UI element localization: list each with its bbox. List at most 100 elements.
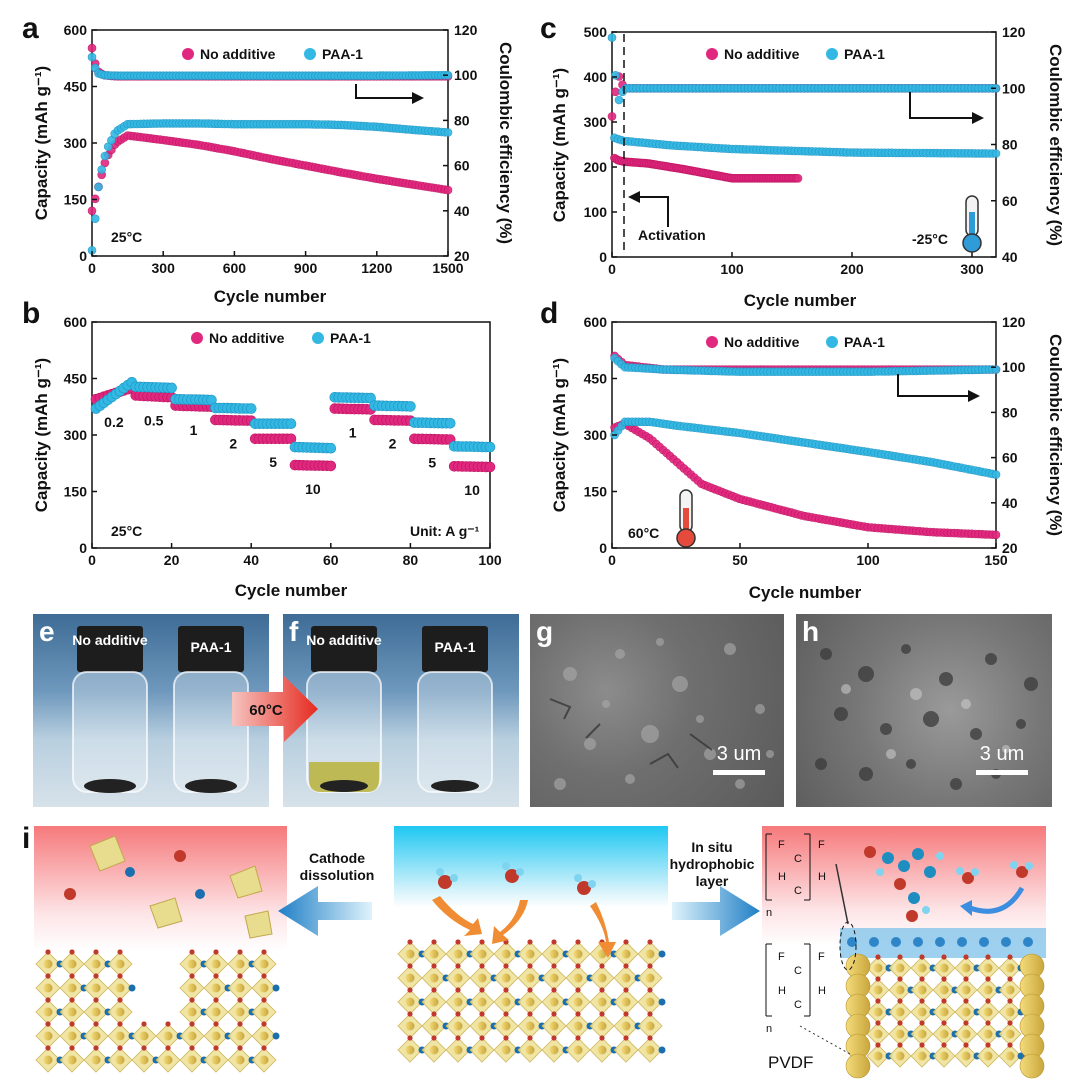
data-point <box>405 401 416 412</box>
x-tick-label: 100 <box>856 552 880 568</box>
metal-atom <box>621 1021 631 1031</box>
x-tick-label: 0 <box>88 552 96 568</box>
metal-atom <box>211 1007 221 1017</box>
vial-no-additive <box>72 626 148 793</box>
oxygen-atom <box>69 949 75 955</box>
y-tick-label: 0 <box>599 249 607 265</box>
data-point <box>991 530 1001 540</box>
thermometer-hot-icon <box>676 489 696 548</box>
metal-atom <box>235 1007 245 1017</box>
oxygen-atom <box>479 963 485 969</box>
x-axis-label-a: Cycle number <box>214 287 327 306</box>
ticks-b: 0 20 40 60 80 100 0 150 300 450 600 <box>64 314 502 568</box>
legend-label-no-additive: No additive <box>724 334 800 350</box>
oxygen-atom <box>237 997 243 1003</box>
data-point <box>607 112 617 121</box>
chain-atom: C <box>794 965 802 977</box>
metal-atom <box>453 997 463 1007</box>
layer-particle <box>979 937 989 947</box>
oxygen-atom <box>575 987 581 993</box>
x-tick-label: 0 <box>88 260 96 276</box>
metal-atom <box>163 1031 173 1041</box>
oxygen-atom <box>455 963 461 969</box>
plot-frame-a <box>91 29 449 257</box>
metal-atom <box>573 1021 583 1031</box>
binder-columns <box>845 953 1045 1079</box>
repel-arrow-icon <box>969 886 1025 914</box>
y2-tick-label: 60 <box>1002 450 1018 466</box>
y-tick-label: 600 <box>64 22 88 38</box>
data-point <box>100 151 110 161</box>
legend-label-no-additive: No additive <box>209 330 285 346</box>
oxygen-atom <box>407 1035 413 1041</box>
metal-atom <box>621 1045 631 1055</box>
metal-atom <box>621 973 631 983</box>
chain-atom: C <box>794 853 802 865</box>
ticks-a: 0 300 600 900 1200 1500 0 150 300 450 600 20 40 60 80 1… <box>64 22 478 276</box>
metal-atom <box>211 1031 221 1041</box>
legend-marker-paa1 <box>312 332 324 344</box>
metal-atom <box>983 1029 993 1039</box>
oxygen-atom <box>431 1035 437 1041</box>
hydrophobic-layer-particles <box>847 937 1033 947</box>
metal-atom <box>235 1055 245 1065</box>
metal-atom <box>645 949 655 959</box>
data-point <box>285 418 297 430</box>
metal-atom <box>91 1007 101 1017</box>
heat-arrow-label: 60°C <box>249 702 283 719</box>
metal-atom <box>67 1007 77 1017</box>
data-point <box>444 417 456 429</box>
hydrophobic-label-3: layer <box>696 873 729 889</box>
hydrophobic-arrow-icon <box>672 886 760 936</box>
y2-tick-label: 40 <box>1002 249 1018 265</box>
oxygen-atom <box>551 987 557 993</box>
layer-particle <box>869 937 879 947</box>
oxygen-atom <box>647 1035 653 1041</box>
oxygen-atom <box>575 1011 581 1017</box>
x-axis-label-c: Cycle number <box>744 291 857 310</box>
heat-arrow: 60°C <box>232 676 318 742</box>
panel-letter-d: d <box>540 297 558 330</box>
photo-letter-e: e <box>39 616 55 647</box>
metal-atom <box>939 1029 949 1039</box>
vial-label-no-additive: No additive <box>72 632 148 648</box>
metal-atom <box>43 1007 53 1017</box>
x-tick-label: 60 <box>323 552 339 568</box>
y-tick-label: 150 <box>64 192 88 208</box>
metal-atom <box>895 1007 905 1017</box>
oxygen-atom <box>407 1011 413 1017</box>
metal-atom <box>917 985 927 995</box>
scale-label-g: 3 um <box>717 743 761 765</box>
oxygen-atom <box>69 973 75 979</box>
oxygen-atom <box>479 987 485 993</box>
legend-label-paa1: PAA-1 <box>330 330 371 346</box>
x-tick-label: 600 <box>223 260 247 276</box>
metal-atom <box>917 963 927 973</box>
metal-atom <box>259 1007 269 1017</box>
metal-atom <box>115 1031 125 1041</box>
metal-atom <box>115 959 125 969</box>
oxygen-atom <box>941 998 947 1004</box>
legend-d: No additive PAA-1 <box>706 334 885 350</box>
oxygen-atom <box>897 1042 903 1048</box>
rate-label: 2 <box>229 436 237 452</box>
oxygen-atom <box>45 1021 51 1027</box>
metal-atom <box>67 959 77 969</box>
y-tick-label: 600 <box>64 314 88 330</box>
panel-b: b 0 20 40 60 80 100 0 150 300 450 600 0.2 0.5 1 2 5 10 1… <box>22 297 502 600</box>
temperature-label-c: -25°C <box>912 231 948 247</box>
metal-atom <box>597 1021 607 1031</box>
ticks-c: 0 100 200 300 0 100 200 300 400 500 40 60 80 100 120 <box>584 24 1026 277</box>
oxygen-atom <box>69 1021 75 1027</box>
photo-letter-h: h <box>802 616 820 647</box>
oxygen-atom <box>919 998 925 1004</box>
legend-label-no-additive: No additive <box>724 46 800 62</box>
oxygen-atom <box>647 963 653 969</box>
y-tick-label: 500 <box>584 24 608 40</box>
y2-tick-label: 120 <box>454 22 478 38</box>
y-axis-label-b: Capacity (mAh g⁻¹) <box>32 358 51 512</box>
oxygen-atom <box>213 1021 219 1027</box>
metal-atom <box>405 949 415 959</box>
y-tick-label: 450 <box>64 79 88 95</box>
metal-atom <box>235 1031 245 1041</box>
